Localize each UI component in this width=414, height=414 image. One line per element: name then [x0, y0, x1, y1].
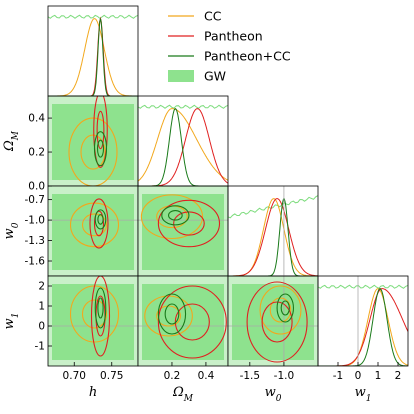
y-tick-label: -0.7: [25, 194, 46, 206]
contour-cc-2sigma: [140, 194, 204, 240]
y-axis-label-w1: w1: [2, 313, 21, 330]
contour-pantheon-2sigma: [93, 96, 108, 168]
marginal-cc-line: [228, 198, 318, 276]
contour-cc-1sigma: [81, 213, 108, 237]
legend-swatch-gw: [168, 70, 194, 82]
x-tick-label: -1.0: [274, 370, 295, 382]
marginal-om: [138, 104, 228, 186]
contour-pantheon-2sigma: [246, 281, 308, 363]
y-tick-label: 1: [38, 301, 45, 313]
y-tick-label: 0.4: [28, 113, 45, 125]
y-axis-label-om: ΩM: [2, 130, 21, 152]
contour-pantheon-1sigma: [261, 301, 293, 343]
labels-layer: 0.70 0.75 0.2 0.4 -1.5 -1.0 -1 0 1 2 0.0 0.2 0.4 -0.7…: [2, 113, 401, 404]
legend-label: CC: [204, 9, 222, 24]
contour-cc-1sigma: [81, 299, 108, 329]
contour-pantheon-cc-1sigma: [280, 300, 290, 316]
gw-region-inner: [232, 284, 314, 360]
contour-pantheon-1sigma: [173, 211, 205, 236]
marginal-pantheon-line: [138, 108, 228, 186]
contour-pantheon-cc-1sigma: [96, 139, 105, 158]
contour-pantheon-cc-2sigma: [93, 131, 108, 167]
panel-h-w1: [48, 276, 138, 366]
contour-cc-2sigma: [259, 285, 302, 335]
y-tick-label: -1: [35, 341, 45, 353]
contour-pantheon-cc-2sigma: [161, 205, 190, 226]
marginal-pantheon-cc-line: [228, 198, 318, 276]
marginal-pantheon-line: [48, 16, 138, 96]
x-tick-label: 0: [355, 370, 362, 382]
marginal-w0: [228, 186, 318, 276]
contour-pantheon-1sigma: [96, 110, 105, 150]
contour-pantheon-cc-2sigma: [94, 287, 107, 329]
y-tick-label: -1.0: [25, 215, 46, 227]
gw-region-inner: [142, 194, 224, 270]
marginal-gw-line: [318, 284, 408, 289]
gw-region-inner: [142, 284, 224, 360]
marginal-gw-line: [48, 14, 138, 19]
marginal-cc-line: [48, 18, 138, 96]
contour-pantheon-cc-2sigma: [157, 293, 187, 335]
contour-pantheon-cc-1sigma: [97, 297, 104, 319]
y-tick-label: 0: [38, 321, 45, 333]
x-tick-label: 1: [375, 370, 382, 382]
legend-label: Pantheon: [204, 29, 263, 44]
contour-pantheon-cc-2sigma: [94, 209, 107, 230]
contour-cc-2sigma: [68, 117, 118, 186]
contour-pantheon-1sigma: [93, 210, 105, 237]
panel-frame: [47, 5, 139, 97]
marginal-pantheon-line: [228, 198, 318, 276]
contour-cc-1sigma: [269, 297, 292, 323]
x-axis-label-w0: w0: [265, 385, 282, 404]
marginal-w1: [318, 276, 408, 366]
x-tick-label: -1: [333, 370, 343, 382]
panel-w0-w1: [228, 276, 318, 366]
contour-pantheon-cc-1sigma: [168, 209, 183, 221]
marginal-gw-line: [228, 195, 318, 219]
panel-h-w0: [48, 186, 138, 276]
panel-frame: [137, 95, 229, 187]
contour-pantheon-2sigma: [157, 199, 221, 248]
x-axis-label-om: ΩM: [172, 385, 194, 404]
legend: CC Pantheon Pantheon+CC GW: [168, 9, 291, 84]
contour-cc-1sigma: [80, 134, 106, 170]
panel-om-w1: [138, 276, 228, 366]
contour-pantheon-2sigma: [157, 285, 227, 359]
panels-layer: [47, 5, 409, 367]
marginal-pantheon-line: [318, 288, 408, 366]
panel-h-om: [48, 96, 138, 186]
legend-label: GW: [204, 69, 226, 84]
x-tick-label: 0.2: [164, 370, 181, 382]
contour-pantheon-2sigma: [90, 276, 111, 357]
x-tick-label: 2: [395, 370, 402, 382]
panel-frame: [227, 185, 319, 277]
marginal-pantheon-cc-line: [48, 18, 138, 96]
y-tick-label: -1.6: [25, 256, 46, 268]
contour-pantheon-2sigma: [89, 198, 109, 249]
contour-pantheon-cc-1sigma: [97, 214, 104, 225]
x-tick-label: 0.70: [63, 370, 86, 382]
x-tick-label: -1.5: [240, 370, 261, 382]
x-axis-label-h: h: [89, 385, 97, 400]
marginal-pantheon-cc-line: [318, 288, 408, 366]
marginal-cc-line: [318, 288, 408, 366]
gw-region-inner: [52, 104, 134, 180]
panel-om-w0: [138, 186, 228, 276]
y-tick-label: -1.3: [25, 235, 46, 247]
marginal-cc-line: [138, 108, 228, 182]
y-axis-label-w0: w0: [2, 222, 21, 239]
contour-pantheon-cc-1sigma: [164, 303, 180, 325]
marginal-h: [48, 14, 138, 96]
y-tick-label: 2: [38, 281, 45, 293]
x-tick-label: 0.75: [100, 370, 123, 382]
contour-pantheon-cc-2sigma: [276, 293, 295, 323]
y-tick-label: 0.2: [28, 147, 45, 159]
legend-label: Pantheon+CC: [204, 49, 291, 64]
x-tick-label: 0.4: [198, 370, 215, 382]
x-axis-label-w1: w1: [355, 385, 372, 404]
marginal-gw-line: [138, 104, 228, 109]
y-tick-label: 0.0: [28, 181, 45, 193]
panel-frame: [317, 275, 409, 367]
